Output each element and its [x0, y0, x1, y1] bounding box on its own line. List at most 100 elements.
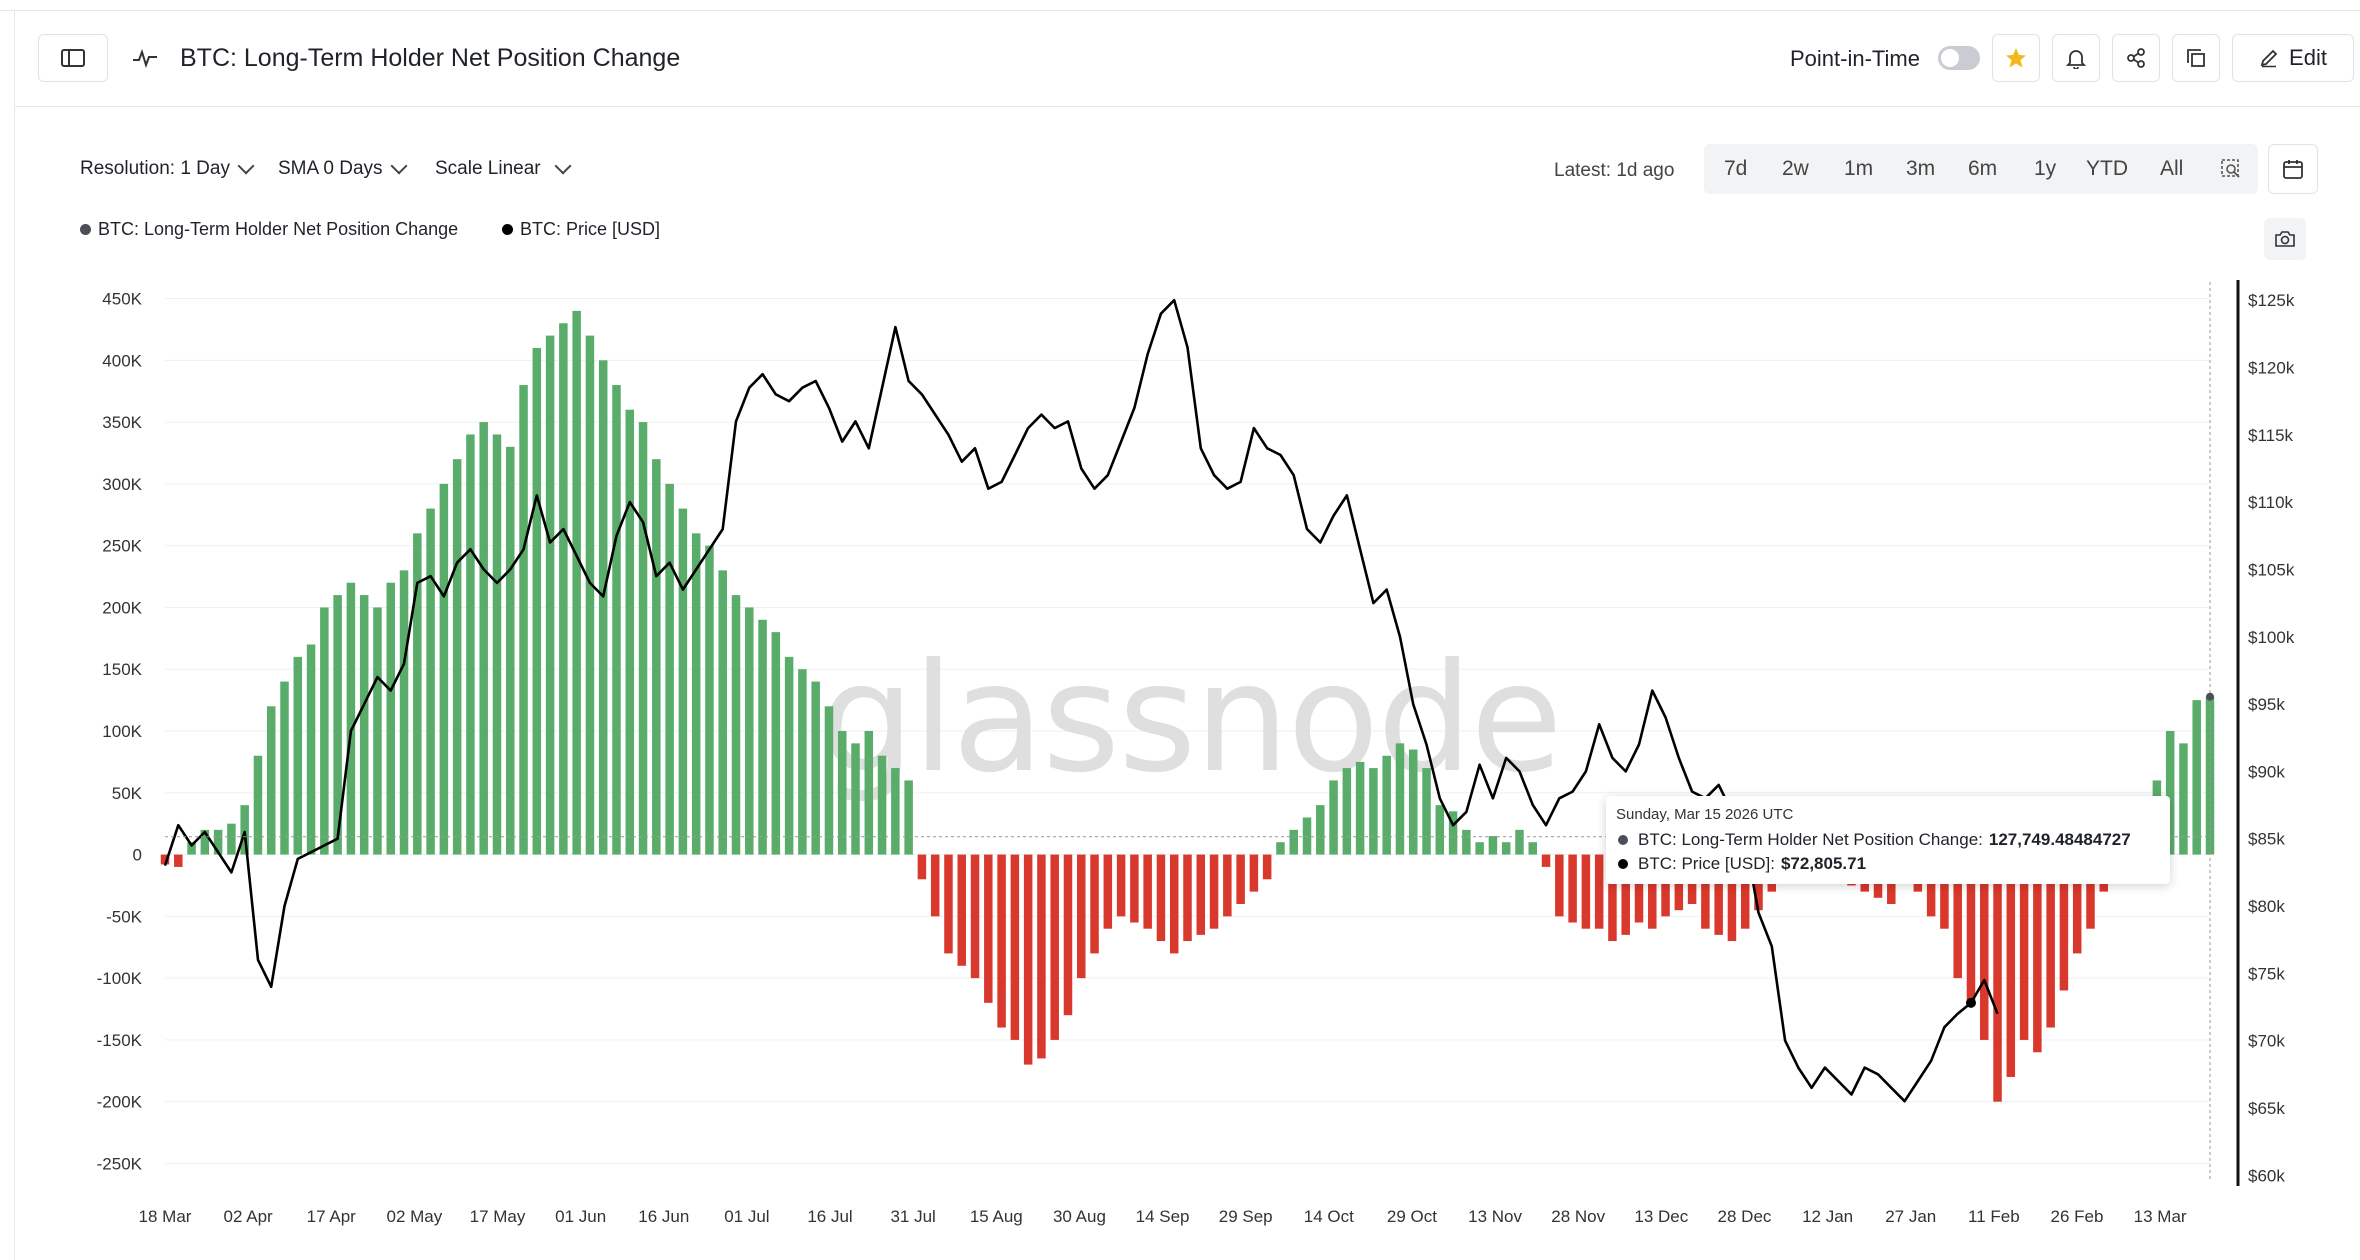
bar — [1156, 854, 1166, 942]
bar — [678, 508, 688, 855]
legend-item-price[interactable]: BTC: Price [USD] — [502, 219, 660, 240]
range-3m[interactable]: 3m — [1906, 157, 1936, 180]
x-tick-label: 11 Feb — [1968, 1207, 2020, 1226]
bar — [2006, 854, 2016, 1077]
bar — [1581, 854, 1591, 929]
edit-label: Edit — [2289, 45, 2327, 70]
x-tick-label: 13 Dec — [1634, 1207, 1688, 1226]
range-7d[interactable]: 7d — [1724, 157, 1748, 180]
bar — [1276, 842, 1285, 855]
bar — [705, 545, 714, 855]
bar — [1010, 854, 1020, 1040]
bar — [957, 854, 967, 966]
y-left-tick-label: 450K — [102, 290, 142, 309]
bar — [1183, 854, 1192, 942]
sidebar-toggle-button[interactable] — [38, 34, 108, 82]
bar — [745, 607, 754, 855]
x-tick-label: 17 May — [470, 1207, 526, 1226]
bar — [479, 422, 488, 855]
bar — [399, 570, 409, 855]
y-right-tick-label: $75k — [2248, 964, 2285, 983]
y-left-tick-label: 150K — [102, 660, 142, 679]
sma-dropdown[interactable]: SMA 0 Days — [278, 157, 408, 180]
hover-point-net-position — [2206, 692, 2214, 701]
bar — [1289, 829, 1298, 855]
scale-label: Scale Linear — [435, 158, 541, 179]
share-button[interactable] — [2112, 34, 2160, 82]
legend-item-net-position[interactable]: BTC: Long-Term Holder Net Position Chang… — [80, 219, 458, 240]
bar — [798, 669, 807, 855]
bar — [2046, 854, 2055, 1028]
date-picker-button[interactable] — [2268, 144, 2318, 194]
bar — [346, 582, 356, 855]
edit-button[interactable]: Edit — [2232, 34, 2354, 82]
bar — [1249, 854, 1259, 892]
y-right-tick-label: $120k — [2248, 359, 2295, 378]
bar — [625, 409, 635, 855]
x-tick-label: 15 Aug — [970, 1207, 1023, 1226]
bar — [1077, 854, 1086, 979]
range-1m[interactable]: 1m — [1844, 157, 1874, 180]
scale-dropdown[interactable]: Scale Linear — [435, 157, 572, 180]
range-2w[interactable]: 2w — [1782, 157, 1809, 180]
zoom-select-icon[interactable] — [2220, 158, 2242, 180]
bar — [452, 459, 462, 855]
bar — [1488, 836, 1498, 855]
bar — [572, 310, 581, 855]
x-tick-label: 16 Jun — [638, 1207, 689, 1226]
favorite-button[interactable] — [1992, 34, 2040, 82]
chart-header — [14, 10, 2360, 107]
legend-label: BTC: Long-Term Holder Net Position Chang… — [98, 219, 459, 239]
bar — [240, 805, 249, 855]
bar — [784, 656, 794, 855]
bar — [413, 533, 422, 855]
bar — [917, 854, 927, 880]
y-right-tick-label: $125k — [2248, 291, 2295, 310]
bar — [1501, 842, 1511, 855]
copy-icon — [2187, 49, 2205, 67]
x-tick-label: 01 Jul — [724, 1207, 769, 1226]
range-ytd[interactable]: YTD — [2086, 157, 2128, 180]
tooltip-label: BTC: Long-Term Holder Net Position Chang… — [1638, 830, 1983, 849]
bar — [771, 632, 781, 855]
y-left-tick-label: 50K — [112, 784, 143, 803]
bar — [1568, 854, 1577, 923]
bar — [1740, 854, 1750, 929]
screenshot-button[interactable] — [2264, 218, 2306, 260]
x-tick-label: 14 Sep — [1136, 1207, 1190, 1226]
bar — [333, 595, 342, 855]
y-right-tick-label: $95k — [2248, 695, 2285, 714]
bar — [1196, 854, 1206, 935]
point-in-time-toggle[interactable] — [1938, 46, 1980, 70]
y-left-tick-label: 350K — [102, 413, 142, 432]
alert-button[interactable] — [2052, 34, 2100, 82]
bar — [1063, 854, 1073, 1016]
bar — [1302, 817, 1312, 855]
x-tick-label: 01 Jun — [555, 1207, 606, 1226]
bar — [439, 483, 449, 855]
range-all[interactable]: All — [2160, 157, 2184, 180]
y-left-tick-label: 250K — [102, 537, 142, 556]
range-1y[interactable]: 1y — [2034, 157, 2057, 180]
bar — [1037, 854, 1046, 1059]
y-right-tick-label: $115k — [2248, 426, 2294, 445]
bar — [1050, 854, 1059, 1040]
range-6m[interactable]: 6m — [1968, 157, 1998, 180]
bar — [1103, 854, 1113, 929]
resolution-dropdown[interactable]: Resolution: 1 Day — [80, 157, 255, 180]
bar — [200, 829, 210, 855]
bar — [2179, 743, 2188, 855]
bar — [1342, 768, 1352, 855]
x-tick-label: 13 Nov — [1468, 1207, 1522, 1226]
bar — [1926, 854, 1936, 917]
tooltip-label: BTC: Price [USD]: — [1638, 854, 1775, 873]
x-tick-label: 16 Jul — [807, 1207, 852, 1226]
duplicate-button[interactable] — [2172, 34, 2220, 82]
bar — [665, 483, 674, 855]
camera-icon — [2275, 231, 2295, 247]
bar — [1475, 842, 1484, 855]
bar — [266, 706, 276, 855]
bar — [174, 854, 183, 867]
bell-icon — [2065, 50, 2087, 69]
